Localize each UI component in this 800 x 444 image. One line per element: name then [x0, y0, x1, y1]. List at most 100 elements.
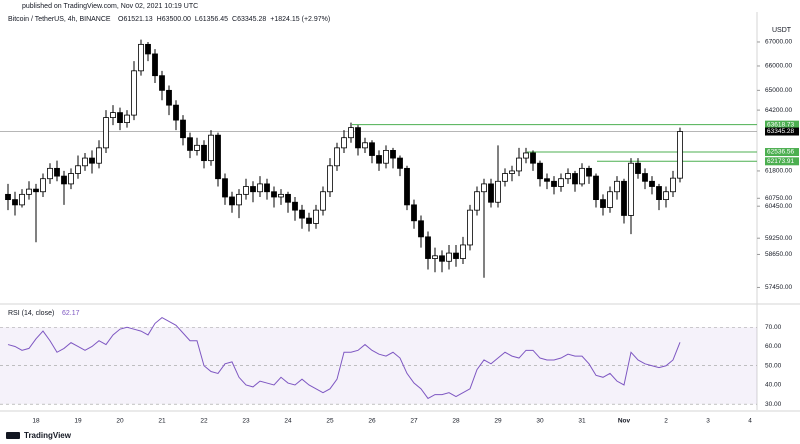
- candle-body: [404, 167, 410, 206]
- x-tick-label: 22: [200, 418, 208, 425]
- level-tag: [765, 148, 799, 157]
- candle-body: [236, 193, 242, 206]
- candle-body: [47, 167, 53, 180]
- x-tick-label: 24: [284, 418, 292, 425]
- candle-body: [222, 178, 228, 198]
- candle-body: [523, 152, 529, 159]
- candle-body: [33, 188, 39, 193]
- level-tag: [765, 157, 799, 166]
- candle-body: [194, 144, 200, 151]
- published-note: published on TradingView.com, Nov 02, 20…: [22, 3, 198, 10]
- candle-body: [544, 178, 550, 182]
- candle-body: [383, 150, 389, 164]
- x-tick-label: 23: [242, 418, 250, 425]
- candle-body: [565, 173, 571, 180]
- x-tick-label: 2: [664, 418, 668, 425]
- candle-body: [12, 199, 18, 206]
- x-tick-label: 26: [368, 418, 376, 425]
- y-tick-label: 57450.00: [765, 284, 792, 291]
- candle-body: [138, 43, 144, 72]
- brand: TradingView: [24, 431, 72, 440]
- candle-body: [96, 147, 102, 164]
- candle-body: [677, 131, 683, 179]
- x-tick-label: 30: [536, 418, 544, 425]
- candle-body: [313, 209, 319, 224]
- candle-body: [215, 134, 221, 180]
- candle-body: [488, 183, 494, 203]
- candle-body: [628, 162, 634, 216]
- candle-body: [495, 180, 501, 203]
- candle-body: [152, 53, 158, 77]
- candle-body: [299, 209, 305, 219]
- candle-body: [327, 165, 333, 193]
- logo-icon: [6, 432, 20, 439]
- candle-body: [530, 152, 536, 164]
- candle-body: [103, 117, 109, 149]
- x-tick-label: 31: [578, 418, 586, 425]
- candle-body: [376, 155, 382, 164]
- ohlc-value: L61356.45: [195, 16, 228, 23]
- candle-body: [68, 173, 74, 185]
- candle-body: [390, 150, 396, 159]
- candle-body: [26, 188, 32, 195]
- candle-body: [607, 191, 613, 208]
- level-tag-label: 62173.91: [767, 158, 794, 165]
- candle-body: [117, 112, 123, 123]
- candle-body: [348, 127, 354, 139]
- rsi-line: [7, 317, 681, 400]
- candle-body: [110, 112, 116, 118]
- candle-body: [649, 180, 655, 187]
- candle-body: [418, 220, 424, 238]
- candle-body: [614, 180, 620, 193]
- candle-body: [593, 175, 599, 201]
- ohlc-value: C63345.28: [232, 16, 266, 23]
- candle-body: [369, 142, 375, 156]
- x-tick-label: 25: [326, 418, 334, 425]
- candle-body: [362, 142, 368, 149]
- y-tick-label: 65000.00: [765, 87, 792, 94]
- unit-label: USDT: [772, 27, 792, 34]
- last-price-label: 63345.28: [767, 128, 794, 135]
- candle-body: [474, 191, 480, 211]
- candle-body: [432, 255, 438, 259]
- candle-body: [642, 173, 648, 182]
- y-tick-label: 67000.00: [765, 39, 792, 46]
- ohlc-value: O61521.13: [118, 16, 153, 23]
- candle-body: [579, 167, 585, 185]
- candle-body: [243, 186, 249, 195]
- y-tick-label: 60750.00: [765, 195, 792, 202]
- y-tick-label: 60450.00: [765, 203, 792, 210]
- candle-body: [19, 193, 25, 206]
- y-tick-label: 66000.00: [765, 63, 792, 70]
- candle-body: [558, 178, 564, 187]
- candle-body: [663, 191, 669, 201]
- rsi-tick-label: 40.00: [765, 382, 782, 389]
- candle-body: [257, 183, 263, 193]
- candle-body: [40, 178, 46, 193]
- candle-body: [166, 89, 172, 106]
- rsi-tick-label: 30.00: [765, 401, 782, 408]
- candle-body: [187, 137, 193, 151]
- candle-body: [670, 177, 676, 193]
- x-tick-label: 3: [706, 418, 710, 425]
- x-tick-label: 21: [158, 418, 166, 425]
- candle-body: [537, 162, 543, 180]
- candle-body: [250, 186, 256, 193]
- candle-body: [516, 157, 522, 172]
- x-tick-label: 28: [452, 418, 460, 425]
- candle-body: [271, 191, 277, 198]
- x-tick-label: Nov: [618, 418, 631, 425]
- candle-body: [411, 204, 417, 222]
- candle-body: [572, 173, 578, 185]
- last-price-tag: [765, 127, 799, 136]
- candle-body: [453, 252, 459, 259]
- candle-body: [481, 183, 487, 193]
- candle-body: [54, 167, 60, 177]
- x-tick-label: 19: [74, 418, 82, 425]
- candle-body: [229, 196, 235, 206]
- y-tick-label: 64200.00: [765, 107, 792, 114]
- y-tick-label: 58650.00: [765, 251, 792, 258]
- candle-body: [355, 127, 361, 149]
- candle-body: [439, 255, 445, 262]
